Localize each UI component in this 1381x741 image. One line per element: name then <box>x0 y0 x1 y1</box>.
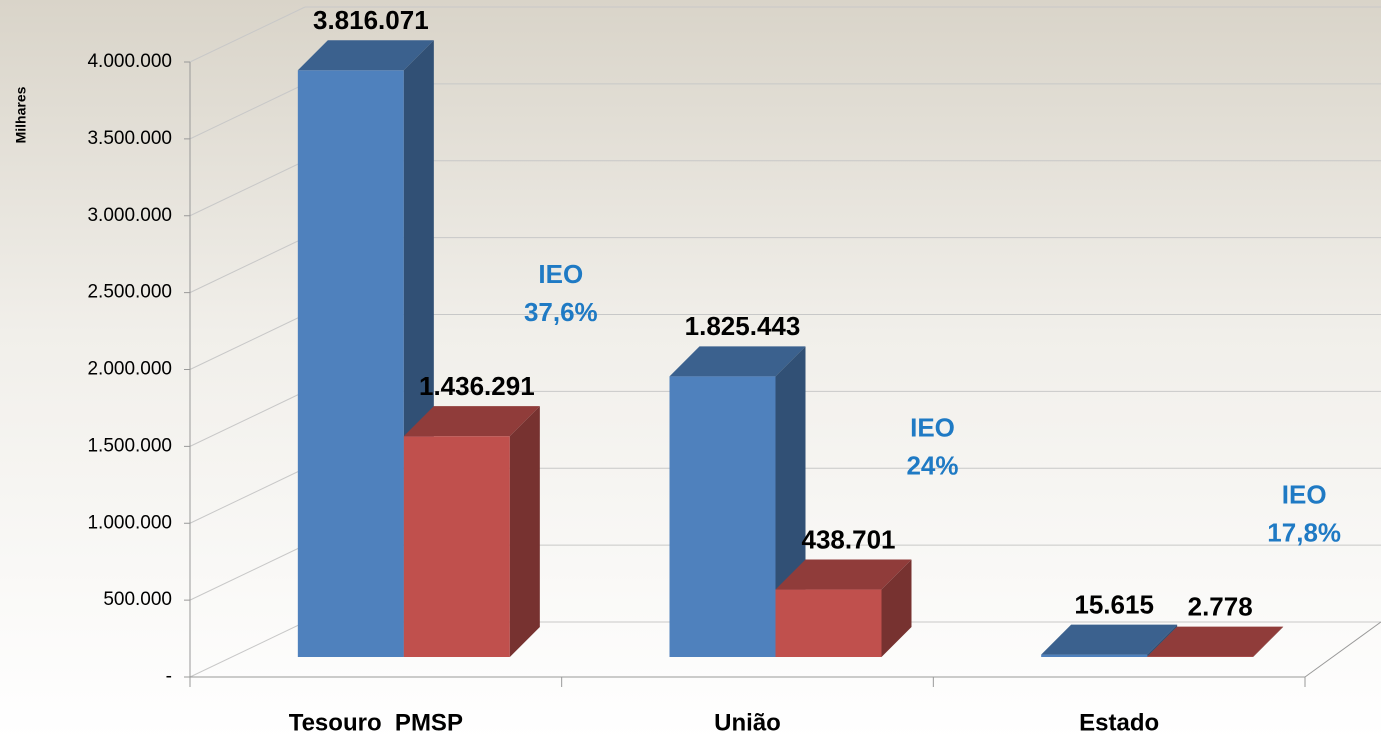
bar-front <box>298 70 404 657</box>
y-tick-label: - <box>166 666 172 687</box>
value-label: 438.701 <box>802 524 896 554</box>
bar-front <box>404 436 510 657</box>
annotation-value: 37,6% <box>524 297 598 327</box>
y-tick-label: 4.000.000 <box>87 51 172 72</box>
x-tick-label: Tesouro PMSP <box>289 709 463 736</box>
bar-front <box>670 376 776 657</box>
x-tick-label: Estado <box>1079 709 1159 736</box>
annotation-value: 17,8% <box>1267 517 1341 547</box>
annotation-title: IEO <box>1282 479 1327 509</box>
bar-side <box>510 406 540 657</box>
y-tick-label: 500.000 <box>103 589 172 610</box>
chart: Milhares - 500.000 1.000.000 1.500.000 2.000… <box>0 0 1381 741</box>
x-tick-label: União <box>714 709 781 736</box>
value-label: 15.615 <box>1074 589 1154 619</box>
y-tick-label: 2.500.000 <box>87 282 172 303</box>
bar-front <box>1041 655 1147 657</box>
annotation-title: IEO <box>910 412 955 442</box>
y-axis-label: Milhares <box>13 86 29 143</box>
bar-front <box>776 590 882 657</box>
y-tick-label: 3.500.000 <box>87 128 172 149</box>
value-label: 2.778 <box>1188 591 1253 621</box>
bar <box>776 560 912 657</box>
bar <box>404 406 540 657</box>
value-label: 3.816.071 <box>313 5 429 35</box>
value-label: 1.436.291 <box>419 371 535 401</box>
value-label: 1.825.443 <box>685 311 801 341</box>
annotation-value: 24% <box>906 450 958 480</box>
annotation-title: IEO <box>538 259 583 289</box>
y-tick-label: 2.000.000 <box>87 359 172 380</box>
y-tick-label: 3.000.000 <box>87 205 172 226</box>
y-tick-label: 1.000.000 <box>87 512 172 533</box>
y-tick-label: 1.500.000 <box>87 435 172 456</box>
